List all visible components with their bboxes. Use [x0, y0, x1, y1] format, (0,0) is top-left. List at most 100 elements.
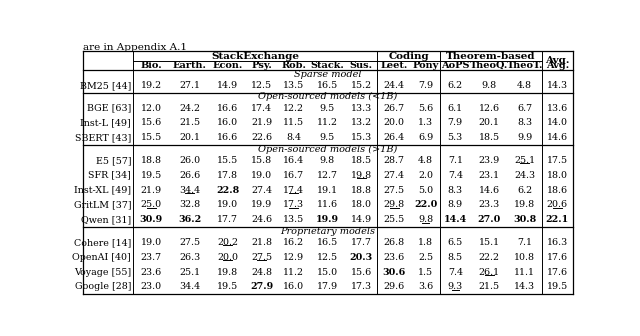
Text: 23.7: 23.7 [141, 253, 162, 262]
Text: 1.5: 1.5 [418, 267, 433, 277]
Text: 9.5: 9.5 [320, 103, 335, 113]
Text: 20.0: 20.0 [383, 118, 404, 127]
Text: 27.5: 27.5 [251, 253, 272, 262]
Text: 19.5: 19.5 [217, 283, 238, 292]
Text: 21.5: 21.5 [479, 283, 500, 292]
Text: Theorem-based: Theorem-based [446, 52, 536, 60]
Text: 11.6: 11.6 [317, 201, 338, 209]
Text: 30.6: 30.6 [383, 267, 406, 277]
Text: 18.0: 18.0 [351, 201, 372, 209]
Text: 18.6: 18.6 [547, 185, 568, 195]
Text: 19.0: 19.0 [141, 238, 162, 247]
Text: 17.4: 17.4 [283, 185, 304, 195]
Text: 24.8: 24.8 [251, 267, 272, 277]
Text: 10.8: 10.8 [514, 253, 535, 262]
Text: 23.3: 23.3 [479, 201, 500, 209]
Text: 19.9: 19.9 [251, 201, 272, 209]
Text: 12.2: 12.2 [283, 103, 304, 113]
Text: 29.6: 29.6 [383, 283, 404, 292]
Text: Econ.: Econ. [212, 61, 243, 70]
Text: 13.2: 13.2 [351, 118, 372, 127]
Text: 26.4: 26.4 [383, 133, 404, 142]
Text: SBERT [43]: SBERT [43] [75, 133, 131, 142]
Text: 18.0: 18.0 [547, 171, 568, 180]
Text: 6.2: 6.2 [517, 185, 532, 195]
Text: 19.8: 19.8 [217, 267, 238, 277]
Text: 17.4: 17.4 [251, 103, 272, 113]
Text: 19.1: 19.1 [317, 185, 338, 195]
Text: 23.6: 23.6 [383, 253, 404, 262]
Text: Google [28]: Google [28] [75, 283, 131, 292]
Text: 25.5: 25.5 [383, 215, 404, 224]
Text: 26.7: 26.7 [383, 103, 404, 113]
Text: 6.5: 6.5 [447, 238, 463, 247]
Text: Earth.: Earth. [173, 61, 207, 70]
Text: 23.6: 23.6 [141, 267, 162, 277]
Text: 19.2: 19.2 [141, 81, 162, 90]
Text: Bio.: Bio. [140, 61, 162, 70]
Text: 14.6: 14.6 [547, 133, 568, 142]
Text: 27.4: 27.4 [251, 185, 272, 195]
Text: Rob.: Rob. [281, 61, 306, 70]
Text: 9.9: 9.9 [517, 133, 532, 142]
Text: 17.8: 17.8 [217, 171, 238, 180]
Text: 21.8: 21.8 [251, 238, 272, 247]
Text: 30.8: 30.8 [513, 215, 536, 224]
Text: 8.9: 8.9 [448, 201, 463, 209]
Text: 17.7: 17.7 [217, 215, 238, 224]
Text: 22.8: 22.8 [216, 185, 239, 195]
Text: 27.1: 27.1 [179, 81, 200, 90]
Text: Avg.: Avg. [545, 56, 570, 65]
Text: 24.4: 24.4 [383, 81, 404, 90]
Text: 9.5: 9.5 [320, 133, 335, 142]
Text: 16.0: 16.0 [217, 118, 238, 127]
Text: 26.8: 26.8 [383, 238, 404, 247]
Text: 15.8: 15.8 [251, 156, 272, 165]
Text: 23.1: 23.1 [479, 171, 500, 180]
Text: 26.3: 26.3 [179, 253, 200, 262]
Text: 21.5: 21.5 [179, 118, 200, 127]
Text: Cohere [14]: Cohere [14] [74, 238, 131, 247]
Text: 25.0: 25.0 [141, 201, 162, 209]
Text: 5.3: 5.3 [447, 133, 463, 142]
Text: 11.1: 11.1 [514, 267, 535, 277]
Text: AoPS: AoPS [441, 61, 470, 70]
Text: 7.1: 7.1 [448, 156, 463, 165]
Text: 21.9: 21.9 [251, 118, 272, 127]
Text: 17.9: 17.9 [317, 283, 338, 292]
Text: 34.4: 34.4 [179, 185, 200, 195]
Text: 8.3: 8.3 [448, 185, 463, 195]
Text: 22.2: 22.2 [479, 253, 500, 262]
Text: 26.6: 26.6 [179, 171, 200, 180]
Text: 13.3: 13.3 [351, 103, 372, 113]
Text: 17.5: 17.5 [547, 156, 568, 165]
Text: 20.1: 20.1 [479, 118, 500, 127]
Text: Open-sourced models (>1B): Open-sourced models (>1B) [259, 144, 397, 154]
Text: OpenAI [40]: OpenAI [40] [72, 253, 131, 262]
Text: 13.5: 13.5 [283, 81, 304, 90]
Text: 6.2: 6.2 [448, 81, 463, 90]
Text: 8.5: 8.5 [448, 253, 463, 262]
Text: 24.2: 24.2 [179, 103, 200, 113]
Text: 2.5: 2.5 [418, 253, 433, 262]
Text: BGE [63]: BGE [63] [87, 103, 131, 113]
Text: 24.6: 24.6 [251, 215, 272, 224]
Text: Inst-L [49]: Inst-L [49] [81, 118, 131, 127]
Text: 27.9: 27.9 [250, 283, 273, 292]
Text: 8.4: 8.4 [286, 133, 301, 142]
Text: 4.8: 4.8 [517, 81, 532, 90]
Text: E5 [57]: E5 [57] [95, 156, 131, 165]
Text: 23.0: 23.0 [141, 283, 162, 292]
Text: 15.5: 15.5 [217, 156, 238, 165]
Text: 20.1: 20.1 [179, 133, 200, 142]
Text: Stack.: Stack. [310, 61, 344, 70]
Text: 20.2: 20.2 [217, 238, 238, 247]
Text: 16.6: 16.6 [217, 133, 238, 142]
Text: 18.5: 18.5 [479, 133, 500, 142]
Text: 16.5: 16.5 [317, 238, 338, 247]
Text: 14.9: 14.9 [217, 81, 238, 90]
Text: Psy.: Psy. [251, 61, 272, 70]
Text: 19.8: 19.8 [514, 201, 535, 209]
Text: 22.0: 22.0 [414, 201, 437, 209]
Text: 5.0: 5.0 [418, 185, 433, 195]
